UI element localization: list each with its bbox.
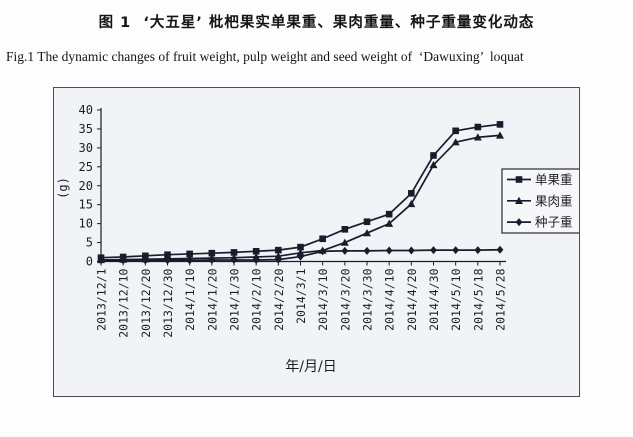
x-axis-title: 年/月/日	[285, 359, 336, 375]
series-2-point	[186, 256, 194, 265]
series-1-point	[429, 160, 438, 169]
series-0-point	[385, 210, 393, 218]
series-1-point	[385, 219, 394, 227]
line-chart: 0 5 10 15 20 25 30 35 40 2013/12/1 2013/12/10 2013/…	[56, 103, 581, 375]
x-tick-label: 2013/12/30	[161, 268, 175, 337]
series-1-point	[340, 238, 349, 246]
series-2-point	[452, 246, 460, 255]
x-tick-label: 2014/4/30	[427, 268, 441, 330]
y-axis-title: (g)	[56, 177, 70, 199]
series-1-point	[451, 138, 460, 146]
x-tick-label: 2014/1/20	[205, 268, 219, 330]
x-tick-label: 2014/3/30	[361, 268, 375, 330]
series-1-point	[473, 133, 482, 141]
x-tick-label: 2014/3/10	[316, 268, 330, 330]
series-0-point	[341, 226, 349, 233]
series-0-point	[208, 249, 216, 257]
series-2-point	[97, 256, 105, 265]
series-2-point	[341, 246, 349, 255]
series-2-point	[496, 245, 504, 254]
y-tick-label: 20	[79, 179, 93, 193]
series-1-point	[496, 131, 504, 139]
y-tick-label: 0	[86, 255, 93, 269]
series-0-point	[252, 247, 260, 255]
series-1-line	[100, 134, 501, 261]
x-tick-label: 2014/2/20	[272, 268, 286, 330]
x-tick-label: 2013/12/1	[95, 268, 109, 330]
series-0-point	[452, 127, 459, 135]
y-tick-label: 35	[79, 122, 93, 136]
series-0-point	[474, 123, 482, 131]
series-1-point	[363, 229, 371, 237]
x-tick-label: 2014/3/20	[338, 268, 352, 330]
chart-frame: 0 5 10 15 20 25 30 35 40 2013/12/1 2013/12/10 2013/…	[53, 87, 581, 397]
series-0-point	[430, 152, 437, 159]
series-2-point	[430, 246, 437, 255]
series-2-point	[363, 246, 371, 255]
series-0-point	[408, 190, 415, 197]
legend-label: 单果重	[535, 172, 573, 187]
x-tick-label: 2014/5/28	[494, 268, 508, 330]
series-2-point	[252, 255, 260, 264]
series-2-point	[119, 256, 127, 265]
x-tick-label: 2014/1/30	[228, 268, 242, 330]
x-tick-label: 2014/2/10	[250, 268, 264, 330]
series-1-point	[296, 248, 305, 256]
series-0-point	[363, 218, 371, 226]
series-0-line	[100, 123, 501, 259]
series-0-point	[164, 251, 171, 258]
figure-title-en: Fig.1 The dynamic changes of fruit weigh…	[6, 49, 524, 64]
series-2-point	[141, 256, 149, 265]
y-tick-label: 15	[79, 198, 93, 212]
y-tick-label: 25	[79, 160, 93, 174]
x-tick-label: 2013/12/10	[117, 268, 131, 337]
series-0-point	[186, 250, 193, 258]
x-tick-label: 2014/3/1	[294, 268, 308, 323]
y-tick-label: 30	[79, 141, 93, 155]
figure-title-zh: 图 1 ‘大五星’ 枇杷果实单果重、果肉重量、种子重量变化动态	[98, 15, 535, 31]
series-2-point	[407, 246, 415, 255]
legend-marker-triangle	[515, 196, 523, 204]
x-tick-label: 2013/12/20	[139, 268, 153, 337]
series-2-point	[164, 256, 171, 265]
legend-label: 种子重	[535, 215, 573, 230]
series-2-point	[274, 255, 282, 264]
series-2-point	[474, 246, 482, 255]
x-tick-label: 2014/4/20	[405, 268, 419, 330]
series-2-point	[385, 246, 393, 255]
x-tick-label: 2014/5/10	[449, 268, 463, 330]
legend-label: 果肉重	[535, 193, 573, 208]
x-tick-label: 2014/1/10	[183, 268, 197, 330]
series-0-point	[297, 243, 304, 251]
y-tick-label: 40	[79, 103, 93, 117]
legend-marker-diamond	[515, 218, 523, 227]
x-tick-label: 2014/4/10	[383, 268, 397, 330]
x-tick-label: 2014/5/18	[471, 268, 485, 330]
legend-marker-square	[515, 176, 523, 183]
series-2-point	[319, 247, 327, 256]
series-0-point	[496, 121, 504, 128]
y-tick-label: 10	[79, 217, 93, 231]
series-2-point	[208, 255, 216, 264]
series-0-point	[230, 249, 238, 256]
series-0-point	[319, 235, 326, 243]
series-1-point	[407, 199, 416, 208]
series-0-point	[275, 246, 282, 254]
y-tick-label: 5	[86, 236, 93, 250]
